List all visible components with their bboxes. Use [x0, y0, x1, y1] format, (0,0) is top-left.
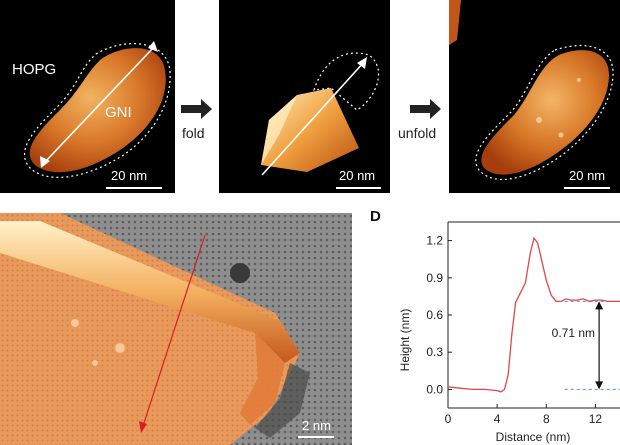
scale-label-stm: 2 nm: [302, 418, 331, 433]
x-tick-label: 8: [543, 412, 550, 426]
afm-panel-flat: HOPG GNI 20 nm: [0, 0, 175, 193]
x-axis-label: Distance (nm): [496, 430, 571, 444]
height-profile-chart: 0.0 0.3 0.6 0.9 1.2 0 4 8 12 Height (nm) Distanc…: [398, 221, 620, 444]
afm-panel-unfolded: 20 nm: [449, 0, 620, 193]
fold-label: fold: [182, 125, 205, 141]
scale-label-folded: 20 nm: [339, 168, 376, 183]
y-tick-label: 0.6: [426, 308, 443, 322]
hopg-label: HOPG: [12, 61, 57, 78]
height-arrow-head-bottom: [595, 381, 604, 390]
y-axis-label: Height (nm): [398, 309, 412, 372]
stm-panel: 2 nm: [0, 213, 352, 445]
unfold-label: unfold: [398, 125, 437, 141]
x-tick-label: 4: [494, 412, 501, 426]
scale-bar-unfolded: [564, 187, 610, 189]
gni-label: GNI: [105, 104, 132, 121]
scale-bar-stm: [298, 436, 334, 438]
y-tick-label: 0.0: [426, 382, 443, 396]
y-tick-label: 0.9: [426, 271, 443, 285]
afm-image-unfolded: [449, 0, 614, 181]
y-tick-label: 1.2: [426, 234, 443, 248]
scale-label-unfolded: 20 nm: [569, 168, 606, 183]
height-arrow-head-top: [595, 301, 604, 310]
afm-image-folded: [261, 52, 380, 176]
scale-bar-flat: [106, 187, 162, 189]
height-annotation: 0.71 nm: [552, 326, 595, 340]
scale-label-flat: 20 nm: [111, 168, 148, 183]
scale-bar-folded: [336, 187, 381, 189]
panel-label-d: D: [370, 208, 381, 225]
y-tick-label: 0.3: [426, 345, 443, 359]
unfold-arrow-icon: [410, 99, 441, 119]
fold-arrow-icon: [181, 99, 212, 119]
height-profile-line: [447, 236, 620, 393]
afm-panel-folded: 20 nm: [219, 0, 390, 193]
afm-image-flat: [24, 41, 171, 178]
x-tick-label: 12: [589, 412, 603, 426]
stm-image: [0, 213, 352, 445]
x-tick-label: 0: [445, 412, 452, 426]
